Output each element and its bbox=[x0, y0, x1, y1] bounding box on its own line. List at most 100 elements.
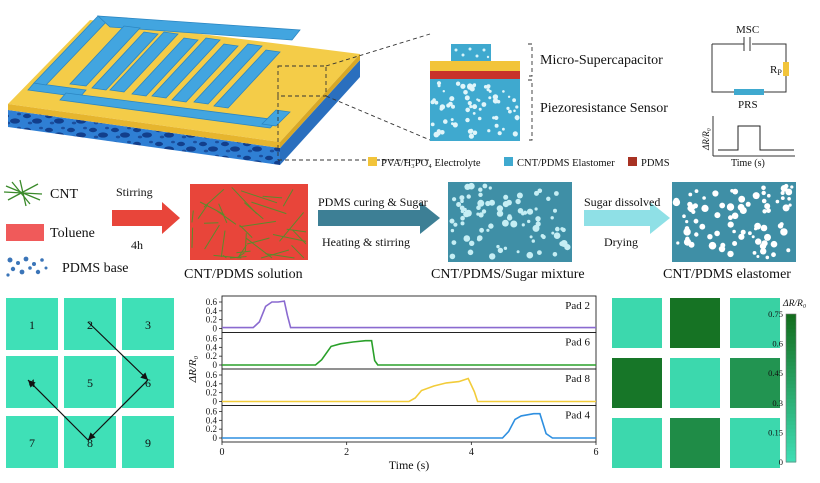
zoom-indicator bbox=[277, 33, 431, 161]
y-tick-label: 0 bbox=[213, 433, 218, 443]
series-label-pad-6: Pad 6 bbox=[565, 337, 590, 349]
series-line-pad-6 bbox=[222, 339, 596, 366]
product-label-elastomer: CNT/PDMS elastomer bbox=[663, 267, 791, 282]
y-tick-label: 0 bbox=[213, 397, 218, 407]
chart-panel-2 bbox=[221, 332, 597, 370]
product-solution-box bbox=[190, 184, 308, 260]
y-tick-label: 0.6 bbox=[206, 370, 218, 380]
y-tick-label: 0.4 bbox=[206, 379, 218, 389]
step-3-top: Sugar dissolved bbox=[584, 195, 660, 209]
chart-panel-4 bbox=[221, 405, 597, 443]
x-tick-label: 4 bbox=[469, 447, 474, 458]
legend-label-electrolyte: PVA/H₃PO₄ Electrolyte bbox=[381, 158, 481, 169]
ingredient-label-cnt: CNT bbox=[50, 187, 78, 202]
x-tick-label: 6 bbox=[594, 447, 599, 458]
heatmap-cell bbox=[612, 418, 662, 468]
cnt-icon bbox=[3, 179, 43, 207]
series-label-pad-8: Pad 8 bbox=[565, 373, 590, 385]
step-2-arrow bbox=[318, 202, 440, 234]
layer-brackets bbox=[528, 43, 533, 141]
pad-5[interactable]: 5 bbox=[64, 356, 116, 408]
series-line-pad-4 bbox=[222, 412, 596, 439]
label-micro-supercapacitor: Micro-Supercapacitor bbox=[540, 53, 663, 68]
colorbar-tick-label: 0.15 bbox=[768, 427, 783, 437]
heatmap-cell bbox=[730, 418, 780, 468]
legend-swatch-cnt-pdms bbox=[504, 157, 513, 166]
y-tick-label: 0.4 bbox=[206, 415, 218, 425]
heatmap-cell bbox=[670, 358, 720, 408]
y-tick-label: 0.6 bbox=[206, 297, 218, 307]
circuit-label-prs: PRS bbox=[738, 99, 758, 111]
series-label-pad-2: Pad 2 bbox=[565, 300, 590, 312]
chart-ylabel: ΔR/R₀ bbox=[187, 355, 199, 383]
press-trajectory bbox=[27, 321, 149, 441]
y-tick-label: 0 bbox=[213, 324, 218, 334]
series-label-pad-4: Pad 4 bbox=[565, 410, 590, 422]
y-tick-label: 0.2 bbox=[206, 388, 217, 398]
colorbar-tick-label: 0 bbox=[779, 457, 783, 467]
y-tick-label: 0 bbox=[213, 360, 218, 370]
ingredient-toluene: Toluene bbox=[6, 224, 95, 241]
pad-6[interactable]: 6 bbox=[122, 356, 174, 408]
colorbar-label: ΔR/R₀ bbox=[782, 299, 806, 309]
legend-swatch-pdms bbox=[628, 157, 637, 166]
colorbar-tick-label: 0.3 bbox=[772, 398, 783, 408]
step-1-arrow bbox=[112, 202, 180, 234]
legend-label-pdms: PDMS bbox=[641, 158, 670, 169]
response-heatmap bbox=[612, 298, 780, 468]
pad-7[interactable]: 7 bbox=[6, 416, 58, 468]
pad-label-6: 6 bbox=[145, 376, 151, 390]
product-label-mixture: CNT/PDMS/Sugar mixture bbox=[431, 267, 585, 282]
pad-3[interactable]: 3 bbox=[122, 298, 174, 350]
rp-resistor bbox=[783, 62, 789, 76]
pad-label-4: 4 bbox=[29, 376, 35, 390]
ingredient-pdms-base: PDMS base bbox=[6, 256, 129, 277]
equivalent-circuit bbox=[711, 37, 789, 95]
label-piezoresistance-sensor: Piezoresistance Sensor bbox=[540, 101, 668, 116]
step-2-bottom: Heating & stirring bbox=[322, 235, 410, 249]
colorbar-tick-label: 0.6 bbox=[772, 339, 783, 349]
product-mixture-box bbox=[448, 182, 572, 262]
heatmap-cell bbox=[670, 418, 720, 468]
heatmap-cell bbox=[612, 298, 662, 348]
pad-label-5: 5 bbox=[87, 376, 93, 390]
heatmap-cell bbox=[730, 298, 780, 348]
cross-section-stack bbox=[430, 44, 520, 141]
y-tick-label: 0.2 bbox=[206, 351, 217, 361]
resistance-chart: 00.20.40.6 Pad 200.20.40.6 Pad 600.20.40.6… bbox=[187, 295, 599, 472]
colorbar-tick-label: 0.75 bbox=[768, 309, 783, 319]
step-3-arrow bbox=[584, 202, 670, 234]
step-1-top: Stirring bbox=[116, 185, 153, 199]
x-tick-label: 0 bbox=[220, 447, 225, 458]
product-elastomer-box bbox=[672, 182, 796, 262]
y-tick-label: 0.6 bbox=[206, 407, 218, 417]
step-1-bottom: 4h bbox=[131, 238, 143, 252]
ingredient-label-toluene: Toluene bbox=[50, 226, 95, 241]
pdms-dots-icon bbox=[6, 256, 48, 277]
heatmap-cell bbox=[730, 358, 780, 408]
ingredient-cnt: CNT bbox=[3, 179, 78, 207]
product-label-solution: CNT/PDMS solution bbox=[184, 267, 303, 282]
pad-label-9: 9 bbox=[145, 436, 151, 450]
y-tick-label: 0.4 bbox=[206, 342, 218, 352]
chart-panel-3 bbox=[221, 368, 597, 406]
ingredient-label-pdms-base: PDMS base bbox=[62, 261, 129, 276]
pulse-plot bbox=[712, 116, 795, 157]
heatmap-cell bbox=[612, 358, 662, 408]
y-tick-label: 0.2 bbox=[206, 315, 217, 325]
toluene-icon bbox=[6, 224, 44, 241]
pad-label-7: 7 bbox=[29, 436, 35, 450]
materials-legend: PVA/H₃PO₄ Electrolyte CNT/PDMS Elastomer… bbox=[368, 157, 670, 169]
legend-label-cnt-pdms: CNT/PDMS Elastomer bbox=[517, 158, 615, 169]
pad-label-8: 8 bbox=[87, 436, 93, 450]
pad-1[interactable]: 1 bbox=[6, 298, 58, 350]
pad-label-2: 2 bbox=[87, 318, 93, 332]
y-tick-label: 0.4 bbox=[206, 306, 218, 316]
pad-9[interactable]: 9 bbox=[122, 416, 174, 468]
pad-4[interactable]: 4 bbox=[6, 356, 58, 408]
step-3-bottom: Drying bbox=[604, 235, 638, 249]
prs-resistor bbox=[734, 89, 764, 95]
chart-xlabel: Time (s) bbox=[389, 458, 430, 472]
pad-label-1: 1 bbox=[29, 318, 35, 332]
